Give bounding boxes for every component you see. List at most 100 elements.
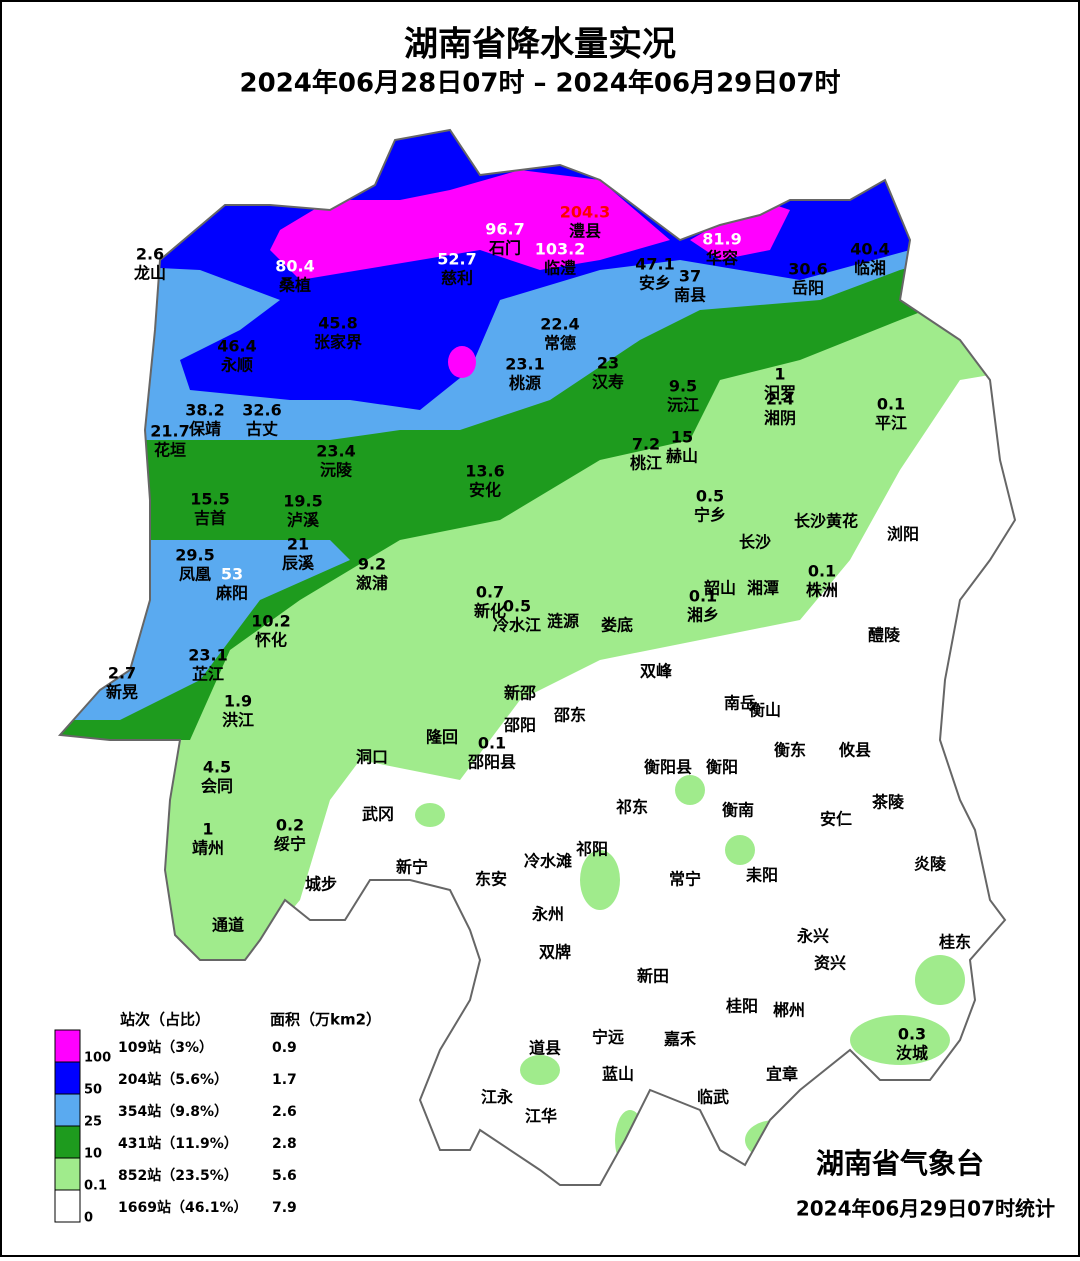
town-name: 长沙 — [739, 533, 771, 552]
station-value: 0.2 — [276, 816, 304, 835]
station-name: 南县 — [674, 286, 706, 305]
town-name: 茶陵 — [871, 793, 905, 812]
station-value: 0.5 — [696, 487, 724, 506]
station-value: 1 — [202, 820, 213, 839]
town-name: 蓝山 — [602, 1065, 634, 1084]
town-name: 衡山 — [749, 701, 781, 720]
station-value: 37 — [679, 267, 701, 286]
station-name: 新晃 — [106, 683, 138, 702]
town-name: 耒阳 — [745, 866, 778, 885]
town-name: 醴陵 — [868, 626, 901, 645]
station-name: 溆浦 — [356, 574, 388, 593]
legend-threshold: 50 — [84, 1083, 102, 1098]
station-value: 30.6 — [788, 260, 827, 279]
town-name: 洞口 — [356, 748, 388, 767]
station-value: 4.5 — [203, 758, 231, 777]
town-name: 永州 — [531, 905, 564, 924]
legend-area: 1.7 — [272, 1072, 297, 1088]
legend-swatch — [54, 1125, 81, 1159]
station-name: 永顺 — [220, 356, 253, 375]
station-name: 会同 — [201, 777, 233, 796]
town-name: 湘潭 — [747, 579, 779, 598]
station-name: 洪江 — [222, 711, 254, 730]
station-name: 古丈 — [246, 420, 278, 439]
legend-stations: 354站（9.8%） — [118, 1103, 228, 1120]
town-name: 嘉禾 — [663, 1030, 696, 1049]
station-name: 花垣 — [154, 441, 186, 460]
station-name: 新化 — [474, 602, 506, 621]
station-value: 9.2 — [358, 555, 386, 574]
town-name: 邵阳 — [503, 716, 536, 735]
town-name: 永兴 — [796, 927, 829, 946]
station-value: 38.2 — [185, 401, 224, 420]
town-name: 冷水滩 — [524, 852, 572, 871]
station-value: 0.3 — [898, 1025, 926, 1044]
town-name: 武冈 — [362, 805, 394, 824]
station-name: 临澧 — [544, 259, 576, 278]
station-value: 23.1 — [505, 355, 544, 374]
town-name: 炎陵 — [914, 855, 947, 874]
town-name: 衡阳县 — [644, 758, 692, 777]
station-value: 1.9 — [224, 692, 252, 711]
station-name: 株洲 — [806, 581, 838, 600]
station-value: 7.2 — [632, 435, 660, 454]
town-name: 衡东 — [774, 741, 806, 760]
town-name: 长沙黄花 — [794, 512, 858, 531]
legend-swatch — [54, 1093, 81, 1127]
station-name: 桃源 — [509, 374, 541, 393]
station-value: 2.4 — [766, 390, 794, 409]
station-name: 保靖 — [188, 420, 221, 439]
station-name: 慈利 — [441, 269, 473, 288]
town-name: 江永 — [481, 1088, 513, 1107]
town-name: 涟源 — [547, 612, 579, 631]
town-name: 南岳 — [724, 694, 756, 713]
station-value: 32.6 — [242, 401, 281, 420]
station-value: 46.4 — [217, 337, 256, 356]
station-name: 汉寿 — [592, 373, 624, 392]
station-value: 45.8 — [318, 314, 357, 333]
station-value: 23.4 — [316, 442, 355, 461]
town-name: 攸县 — [838, 741, 871, 760]
town-name: 浏阳 — [887, 525, 919, 544]
station-name: 湘阴 — [764, 409, 796, 428]
station-name: 麻阳 — [215, 584, 248, 603]
station-value: 52.7 — [437, 250, 476, 269]
station-name: 张家界 — [314, 333, 362, 352]
town-name: 城步 — [305, 875, 337, 894]
station-name: 吉首 — [194, 509, 226, 528]
station-name: 龙山 — [133, 264, 166, 283]
station-value: 204.3 — [560, 203, 611, 222]
town-name: 东安 — [475, 870, 507, 889]
town-name: 新宁 — [396, 858, 428, 877]
station-name: 安化 — [469, 481, 501, 500]
station-name: 安乡 — [639, 274, 671, 293]
town-name: 郴州 — [773, 1001, 805, 1020]
station-value: 29.5 — [175, 546, 214, 565]
legend-header: 面积（万km2） — [270, 1011, 381, 1029]
town-name: 宜章 — [766, 1065, 798, 1084]
station-value: 47.1 — [635, 255, 674, 274]
town-name: 道县 — [529, 1039, 561, 1058]
station-name: 华容 — [706, 249, 738, 268]
station-value: 40.4 — [850, 240, 889, 259]
town-name: 常宁 — [669, 870, 701, 889]
legend-stations: 204站（5.6%） — [118, 1071, 228, 1088]
station-value: 2.7 — [108, 664, 136, 683]
station-value: 0.1 — [877, 395, 905, 414]
legend-header: 站次（占比） — [120, 1011, 210, 1029]
station-value: 0.1 — [808, 562, 836, 581]
title: 湖南省降水量实况 — [404, 25, 676, 65]
town-name: 新田 — [637, 967, 669, 986]
legend-area: 0.9 — [272, 1040, 297, 1056]
station-name: 邵阳县 — [467, 753, 516, 772]
legend-threshold: 10 — [84, 1147, 102, 1162]
station-value: 9.5 — [669, 377, 697, 396]
station-value: 80.4 — [275, 257, 314, 276]
station-name: 岳阳 — [792, 279, 824, 298]
town-name: 祁阳 — [576, 840, 608, 859]
station-value: 103.2 — [535, 240, 586, 259]
legend-area: 2.8 — [272, 1136, 297, 1152]
station-name: 临湘 — [854, 259, 886, 278]
